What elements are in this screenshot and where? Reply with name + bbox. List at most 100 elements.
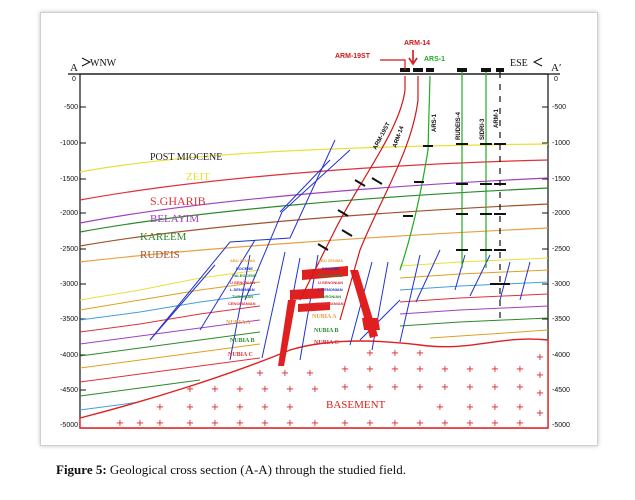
section-end-a: A: [70, 62, 78, 74]
depth-label: -3000: [60, 281, 78, 288]
right-zero-label: 0: [554, 76, 558, 83]
label-arm14: ARM-14: [404, 40, 430, 47]
trace-label-arm1: ARM-1: [494, 108, 500, 128]
svg-text:+: +: [261, 384, 269, 395]
well-ars1: [399, 75, 431, 271]
svg-text:+: +: [286, 418, 294, 429]
svg-text:+: +: [441, 364, 449, 375]
svg-text:+: +: [466, 418, 474, 429]
svg-text:+: +: [416, 382, 424, 393]
svg-text:+: +: [306, 368, 314, 379]
svg-text:+: +: [256, 368, 264, 379]
trace-label-sidri3: SIDRI-3: [480, 118, 486, 140]
depth-label: -5000: [60, 422, 78, 429]
fault-lines: [149, 139, 531, 363]
label-zeit: ZEIT: [186, 171, 210, 183]
horizon-zeit: [79, 143, 549, 173]
well-arm14: [339, 76, 419, 321]
label-nubia-a: NUBIA A: [312, 314, 337, 320]
left-depth-labels: -500 -1000 -1500 -2000 -2500 -3000 -3500…: [60, 104, 78, 429]
svg-text:+: +: [211, 418, 219, 429]
svg-text:+: +: [416, 418, 424, 429]
label-turonian: TURONIAN: [232, 294, 253, 299]
svg-text:+: +: [491, 402, 499, 413]
label-nubia-b: NUBIA B: [314, 328, 339, 334]
basement-body: [79, 338, 549, 429]
svg-text:+: +: [236, 418, 244, 429]
prerift-horizons: [79, 257, 549, 411]
label-rudeis: RUDEIS: [140, 249, 180, 261]
svg-text:+: +: [136, 418, 144, 429]
trace-label-rudeis4: RUDEIS-4: [456, 111, 462, 140]
svg-text:+: +: [491, 364, 499, 375]
label-abu-zenima: ABU ZENIMA: [230, 258, 255, 263]
depth-label: -2000: [60, 210, 78, 217]
svg-text:+: +: [466, 402, 474, 413]
horizon-lower-rudeis: [79, 227, 549, 263]
label-l-senonian: L.SENONIAN: [318, 287, 343, 292]
svg-text:+: +: [466, 364, 474, 375]
nubia-labels-left: NUBIA A NUBIA B NUBIA C: [226, 320, 255, 358]
svg-text:+: +: [441, 382, 449, 393]
depth-label: -1000: [552, 140, 570, 147]
label-paleocene: PALEOCENE: [318, 273, 343, 278]
svg-text:+: +: [441, 418, 449, 429]
svg-text:+: +: [211, 402, 219, 413]
formation-labels: POST MIOCENE ZEIT S.GHARIB BELAYIM KAREE…: [140, 152, 386, 411]
label-u-senonian: U.SENONIAN: [318, 280, 343, 285]
label-nubia-b: NUBIA B: [230, 338, 255, 344]
svg-text:+: +: [186, 402, 194, 413]
nubia-labels-center: NUBIA A NUBIA B NUBIA C: [312, 314, 339, 346]
depth-label: -3500: [552, 316, 570, 323]
wellheads: [400, 68, 504, 72]
label-paleocene: PALEOCENE: [232, 273, 257, 278]
svg-text:+: +: [261, 402, 269, 413]
label-nubia-c: NUBIA C: [314, 340, 339, 346]
svg-text:+: +: [366, 382, 374, 393]
svg-text:+: +: [516, 418, 524, 429]
label-arm19st: ARM-19ST: [335, 53, 371, 60]
depth-label: -3500: [60, 316, 78, 323]
svg-text:+: +: [466, 382, 474, 393]
svg-text:+: +: [341, 418, 349, 429]
label-eocene: EOCENE: [322, 266, 339, 271]
label-turonian: TURONIAN: [320, 294, 341, 299]
depth-label: -500: [64, 104, 78, 111]
depth-label: -5000: [552, 422, 570, 429]
depth-label: -4500: [60, 387, 78, 394]
svg-text:+: +: [516, 382, 524, 393]
ese-arrow-icon: [532, 57, 543, 67]
basement-pattern: + + + + + + + + + + + + + + + + + + + + + + + + + + + + + + + + + + + + +…: [116, 348, 544, 429]
svg-text:+: +: [391, 364, 399, 375]
depth-label: -4500: [552, 387, 570, 394]
reservoir-blocks: [278, 266, 380, 366]
svg-text:+: +: [491, 382, 499, 393]
svg-text:+: +: [236, 402, 244, 413]
depth-label: -1500: [60, 176, 78, 183]
label-post-miocene: POST MIOCENE: [150, 152, 222, 163]
label-cenomanian: CENOMANIAN: [228, 301, 256, 306]
depth-label: -3000: [552, 281, 570, 288]
well-trajectories: [299, 72, 501, 324]
arm19st-leader: [380, 59, 406, 70]
trace-label-ars1: ARS-1: [432, 113, 438, 132]
depth-label: -4000: [552, 352, 570, 359]
svg-text:+: +: [391, 418, 399, 429]
section-end-a-prime: A′: [551, 62, 561, 74]
arm14-arrow-icon: [408, 50, 418, 66]
label-s-gharib: S.GHARIB: [150, 194, 206, 208]
well-arm19st: [299, 76, 406, 301]
svg-text:+: +: [186, 418, 194, 429]
svg-text:+: +: [156, 418, 164, 429]
label-l-senonian: L.SENONIAN: [230, 287, 255, 292]
depth-label: -1000: [60, 140, 78, 147]
svg-text:+: +: [366, 348, 374, 359]
horizon-kareem: [79, 187, 549, 233]
label-ars1: ARS-1: [424, 56, 445, 63]
well-top-labels: ARM-19ST ARM-14 ARS-1: [335, 40, 445, 63]
label-belayim: BELAYIM: [150, 213, 199, 225]
label-u-senonian: U.SENONIAN: [230, 280, 255, 285]
svg-text:+: +: [186, 384, 194, 395]
svg-text:+: +: [211, 384, 219, 395]
